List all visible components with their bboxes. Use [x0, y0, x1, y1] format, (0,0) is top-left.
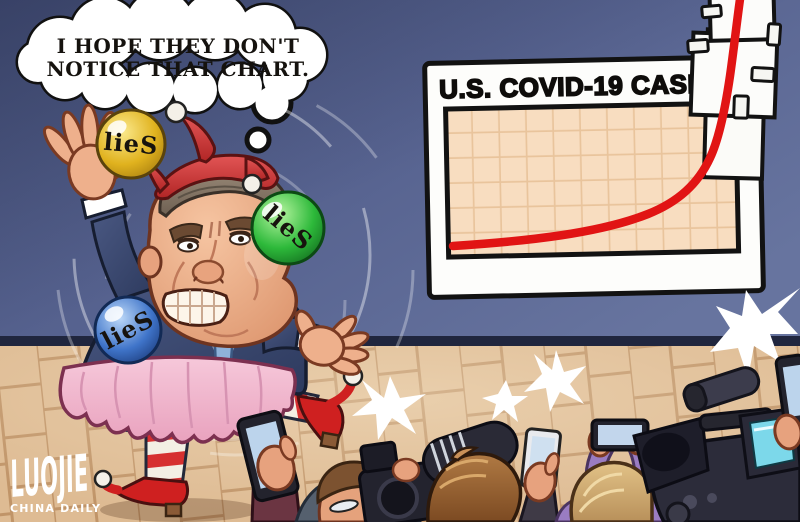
- lies-ball-yellow: lieS: [95, 108, 167, 180]
- raised-hand-with-phone: [518, 427, 562, 522]
- flash-burst: [482, 380, 528, 422]
- glasses-glint: [329, 499, 359, 513]
- camera-microphone: [682, 366, 761, 413]
- lens-opening: [642, 432, 690, 472]
- tape-tabs: [686, 3, 783, 120]
- dslr-flash-unit: [359, 440, 399, 474]
- lies-ball-green: lieS: [250, 190, 326, 266]
- covid-cases-curve: [448, 0, 745, 251]
- eyes: [177, 230, 252, 253]
- back-of-head-brown: [426, 446, 523, 522]
- thought-trail-puff: [244, 126, 272, 154]
- jester-left-leg: [93, 418, 192, 518]
- camera-flash-bursts: [352, 288, 800, 440]
- thought-text-line1: I HOPE THEY DON'T: [57, 34, 300, 58]
- signature: LUOJIE CHINA DAILY: [10, 445, 101, 515]
- hat-pompom: [164, 100, 188, 124]
- chart-title: U.S. COVID-19 CASES: [439, 68, 724, 104]
- nose: [191, 259, 225, 285]
- hand-with-phone-left: [236, 409, 302, 522]
- juggling-balls: lieS lieS lieS: [93, 108, 326, 365]
- shoe-heel-left: [164, 502, 183, 518]
- artist-signature: LUOJIE: [10, 445, 89, 510]
- tv-video-camera: [632, 366, 800, 522]
- ear-left: [137, 245, 163, 279]
- thought-bubble: I HOPE THEY DON'T NOTICE THAT CHART.: [15, 0, 329, 154]
- right-hand: [294, 309, 370, 376]
- thought-text-line2: NOTICE THAT CHART.: [47, 57, 310, 81]
- shoe-pompom: [93, 469, 113, 489]
- gritted-mouth: [161, 288, 230, 327]
- publication-mark: CHINA DAILY: [10, 502, 101, 515]
- shoe-heel-right: [319, 431, 341, 450]
- jester-shoe-left: [113, 476, 190, 508]
- lies-ball-blue: lieS: [93, 295, 163, 365]
- hat-horn-top: [175, 113, 216, 164]
- covid-chart-board: U.S. COVID-19 CASES: [422, 54, 766, 300]
- pink-tutu: [58, 355, 297, 445]
- brow-left: [168, 222, 204, 244]
- lies-label: lieS: [102, 127, 159, 161]
- hand-with-phone-right-edge: [773, 353, 800, 451]
- phone-screen: [598, 425, 642, 445]
- phone-screen: [782, 364, 800, 417]
- jester-right-arm: [260, 309, 370, 376]
- flash-burst: [352, 376, 426, 440]
- press-crowd: [236, 353, 800, 522]
- flash-burst: [524, 350, 586, 412]
- hat-pompom: [241, 173, 263, 195]
- chart-plot-area: [443, 100, 742, 260]
- shirt-cuff-left: [80, 188, 128, 220]
- dslr-lens: [377, 477, 419, 519]
- flash-burst: [710, 288, 800, 378]
